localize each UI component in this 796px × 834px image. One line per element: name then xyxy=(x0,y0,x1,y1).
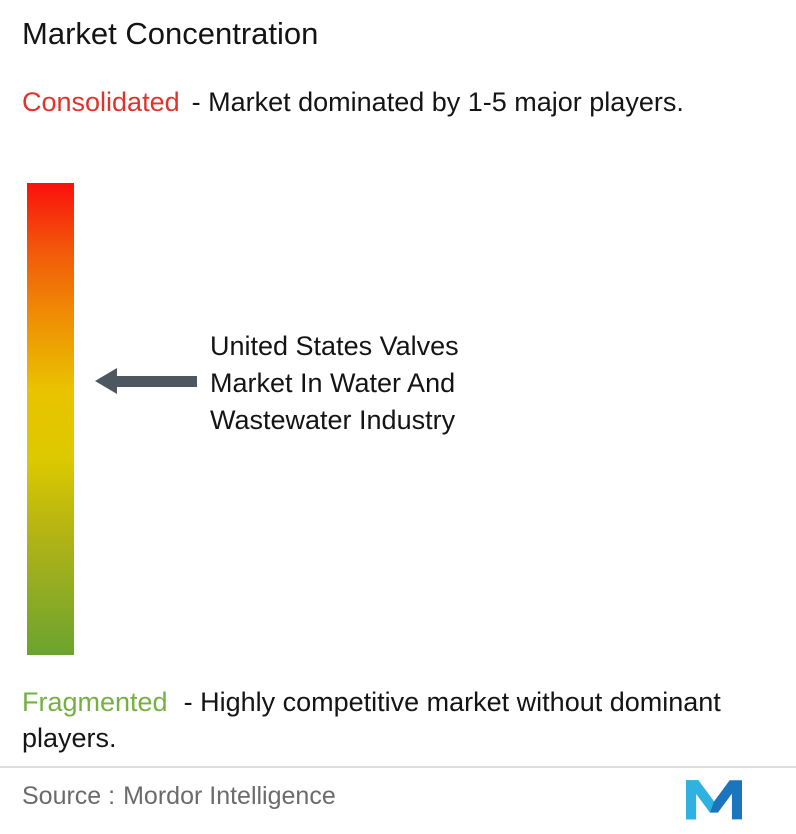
market-annotation: United States Valves Market In Water And… xyxy=(210,331,459,435)
footer-divider xyxy=(0,766,796,768)
fragmented-description-block: Fragmented - Highly competitive market wi… xyxy=(22,684,784,756)
source-label: Source : xyxy=(22,782,116,810)
mordor-intelligence-logo xyxy=(686,780,742,820)
arrow-shaft xyxy=(117,375,197,387)
source-attribution: Source : Mordor Intelligence xyxy=(22,782,336,811)
arrow-head xyxy=(95,368,117,394)
consolidated-description: - Market dominated by 1-5 major players. xyxy=(191,87,684,117)
source-value: Mordor Intelligence xyxy=(123,782,336,810)
consolidated-label: Consolidated xyxy=(22,87,180,117)
page-title: Market Concentration xyxy=(22,16,319,51)
consolidated-description-block: Consolidated - Market dominated by 1-5 ma… xyxy=(22,84,742,120)
concentration-gradient-bar xyxy=(27,183,74,655)
left-arrow-icon xyxy=(95,368,197,394)
fragmented-description: - Highly competitive market without domi… xyxy=(22,687,721,753)
fragmented-label: Fragmented xyxy=(22,687,168,717)
